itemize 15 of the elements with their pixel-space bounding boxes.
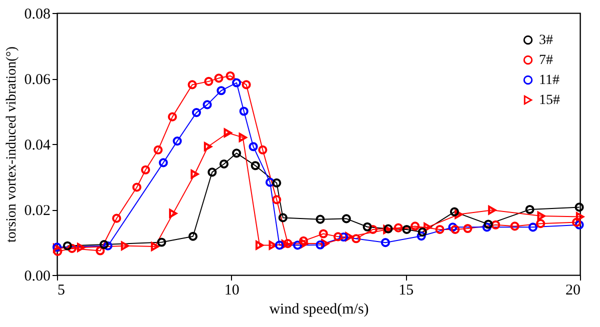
x-tick-label: 10 (224, 282, 240, 298)
y-tick-label: 0.02 (24, 203, 50, 219)
legend-label: 15# (539, 93, 560, 108)
legend-label: 7# (539, 53, 553, 68)
y-tick-label: 0.08 (24, 6, 50, 22)
y-tick-label: 0.00 (24, 268, 50, 284)
y-axis-title: torsion vortex-induced vibration(°) (4, 46, 20, 243)
x-axis-title: wind speed(m/s) (269, 302, 369, 318)
x-tick-label: 15 (398, 282, 414, 298)
x-tick-label: 20 (566, 282, 580, 298)
legend-label: 11# (539, 73, 560, 88)
y-tick-label: 0.04 (24, 138, 51, 154)
legend-label: 3# (539, 33, 553, 48)
y-tick-label: 0.06 (24, 72, 51, 88)
x-tick-label: 5 (58, 282, 65, 298)
